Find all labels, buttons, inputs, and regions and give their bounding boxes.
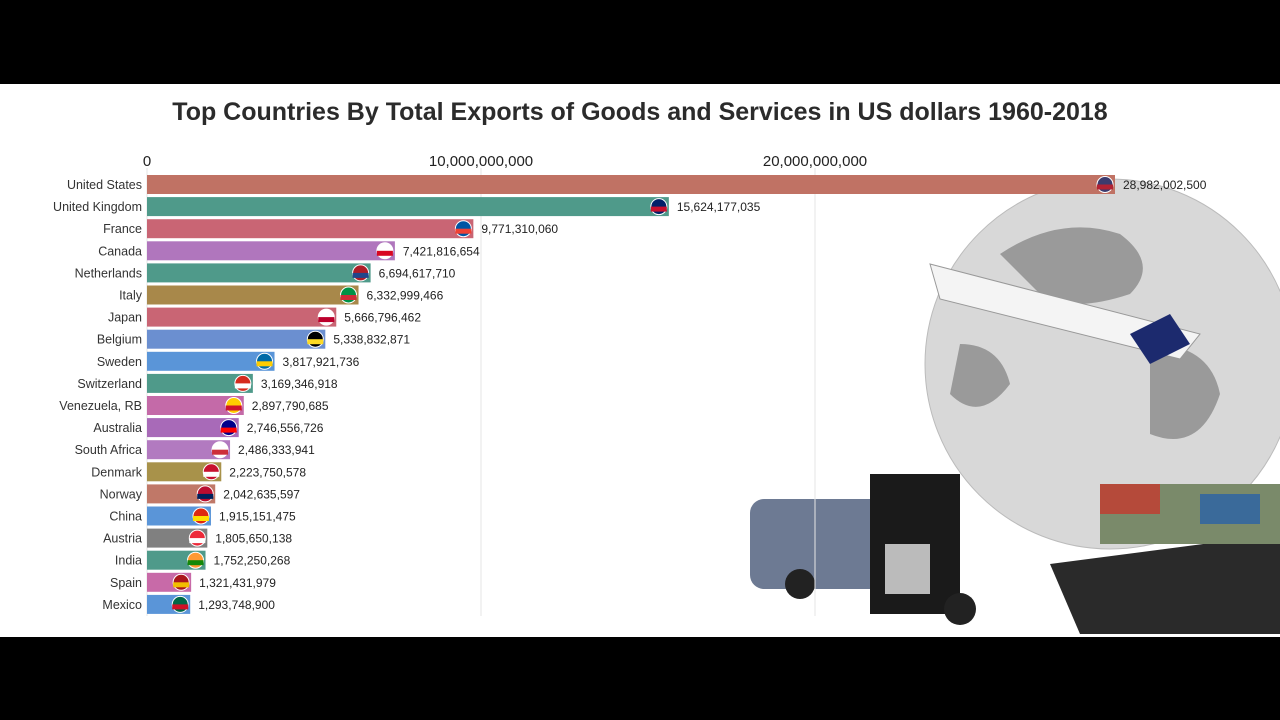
- flag-icon: [376, 242, 394, 260]
- bar: [147, 219, 474, 239]
- bar: [147, 396, 244, 415]
- x-tick-label: 10,000,000,000: [429, 153, 533, 170]
- category-label: Spain: [110, 576, 142, 590]
- flag-stripe: [220, 427, 237, 433]
- bar-chart: 0 10,000,000,000 20,000,000,000 United Stat…: [53, 153, 1207, 616]
- value-label: 3,817,921,736: [283, 355, 360, 369]
- flag-stripe: [650, 206, 667, 212]
- flag-stripe: [1096, 184, 1113, 190]
- value-label: 2,746,556,726: [247, 421, 324, 435]
- category-label: Canada: [98, 244, 142, 258]
- bar: [147, 285, 359, 305]
- flag-stripe: [455, 228, 472, 234]
- bar: [147, 241, 395, 261]
- category-label: France: [103, 222, 142, 236]
- flag-stripe: [352, 272, 369, 278]
- value-label: 6,694,617,710: [379, 266, 456, 280]
- bar: [147, 197, 669, 217]
- flag-stripe: [318, 317, 335, 323]
- category-label: Australia: [93, 421, 142, 435]
- category-label: Switzerland: [77, 377, 142, 391]
- flag-icon: [188, 529, 206, 547]
- value-label: 1,321,431,979: [199, 576, 276, 590]
- category-label: Austria: [103, 532, 142, 546]
- flag-stripe: [203, 471, 220, 477]
- flag-stripe: [192, 516, 209, 521]
- flag-stripe: [256, 361, 273, 367]
- category-label: India: [115, 554, 142, 568]
- value-label: 1,293,748,900: [198, 598, 275, 612]
- category-label: Mexico: [102, 598, 142, 612]
- category-label: Norway: [100, 487, 143, 501]
- value-label: 1,805,650,138: [215, 532, 292, 546]
- chart-area: Top Countries By Total Exports of Goods …: [0, 84, 1280, 637]
- flag-stripe: [189, 538, 206, 544]
- bar: [147, 373, 253, 393]
- value-label: 9,771,310,060: [481, 222, 558, 236]
- flag-stripe: [376, 250, 393, 256]
- value-label: 15,624,177,035: [677, 200, 761, 214]
- value-label: 3,169,346,918: [261, 377, 338, 391]
- bar: [147, 307, 337, 327]
- bar: [147, 175, 1115, 194]
- bar: [147, 351, 275, 371]
- category-label: United States: [67, 178, 142, 192]
- category-label: Italy: [119, 289, 143, 303]
- chart-title: Top Countries By Total Exports of Goods …: [172, 98, 1108, 126]
- category-label: Denmark: [91, 465, 142, 479]
- category-label: United Kingdom: [53, 200, 142, 214]
- value-label: 1,752,250,268: [214, 554, 291, 568]
- value-label: 2,223,750,578: [229, 465, 306, 479]
- flag-stripe: [340, 295, 357, 300]
- value-label: 5,338,832,871: [333, 333, 410, 347]
- value-label: 2,042,635,597: [223, 487, 300, 501]
- flag-stripe: [173, 582, 190, 588]
- value-label: 1,915,151,475: [219, 510, 296, 524]
- flag-stripe: [307, 339, 324, 345]
- value-label: 2,897,790,685: [252, 399, 329, 413]
- flag-stripe: [197, 493, 214, 499]
- value-label: 6,332,999,466: [367, 289, 444, 303]
- category-label: Sweden: [97, 355, 142, 369]
- bar: [147, 462, 222, 482]
- flag-stripe: [225, 405, 242, 411]
- bar: [147, 440, 231, 460]
- value-label: 5,666,796,462: [344, 311, 421, 325]
- value-label: 2,486,333,941: [238, 443, 315, 457]
- category-label: Belgium: [97, 333, 142, 347]
- category-label: South Africa: [75, 443, 142, 457]
- bar: [147, 329, 326, 349]
- x-tick-label: 0: [143, 153, 151, 170]
- category-label: Japan: [108, 311, 142, 325]
- category-label: China: [109, 510, 142, 524]
- category-label: Venezuela, RB: [59, 399, 142, 413]
- bar: [147, 263, 371, 283]
- category-label: Netherlands: [75, 266, 142, 280]
- flag-stripe: [187, 560, 204, 566]
- value-label: 7,421,816,654: [403, 244, 480, 258]
- flag-stripe: [172, 604, 189, 610]
- flag-stripe: [212, 449, 229, 455]
- value-label: 28,982,002,500: [1123, 178, 1207, 192]
- bar: [147, 418, 239, 438]
- x-tick-label: 20,000,000,000: [763, 153, 867, 170]
- flag-stripe: [234, 383, 251, 389]
